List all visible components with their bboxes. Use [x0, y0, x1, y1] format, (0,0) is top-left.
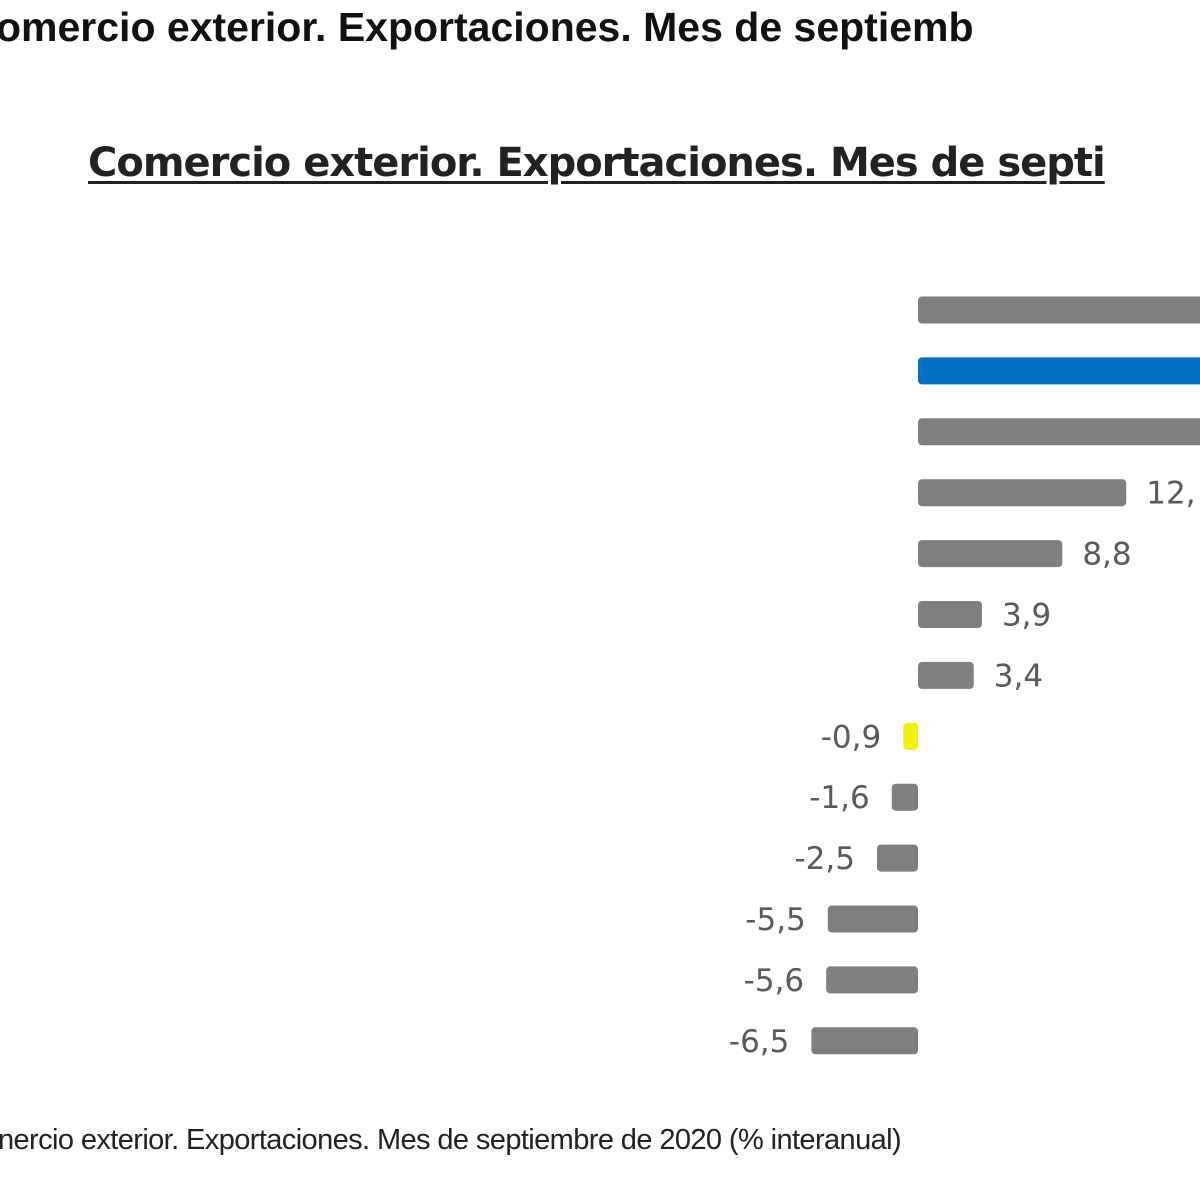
data-label: 3,4	[994, 658, 1043, 694]
bar	[827, 905, 918, 933]
page-title: omercio exterior. Exportaciones. Mes de …	[0, 4, 974, 50]
bar	[918, 661, 974, 689]
bar	[918, 601, 982, 628]
data-label: 12,	[1146, 476, 1195, 512]
bar	[918, 357, 1200, 385]
data-label: -0,9	[821, 719, 882, 755]
chart-title: Comercio exterior. Exportaciones. Mes de…	[88, 140, 1106, 186]
bar	[891, 783, 918, 811]
bar	[877, 844, 918, 872]
bar	[918, 540, 1063, 568]
data-label: -5,5	[745, 902, 806, 938]
figure-caption: nercio exterior. Exportaciones. Mes de s…	[0, 1124, 902, 1156]
bar	[918, 296, 1200, 324]
data-label: -5,6	[744, 963, 805, 999]
bar	[918, 479, 1127, 507]
data-label: 3,9	[1002, 598, 1051, 634]
bar	[918, 418, 1200, 446]
data-label: -6,5	[729, 1024, 790, 1060]
data-label: -1,6	[809, 780, 870, 816]
bar	[903, 722, 918, 750]
data-label: -2,5	[795, 841, 856, 877]
bar	[826, 966, 918, 994]
data-label: 8,8	[1082, 537, 1131, 573]
bar	[811, 1027, 918, 1055]
